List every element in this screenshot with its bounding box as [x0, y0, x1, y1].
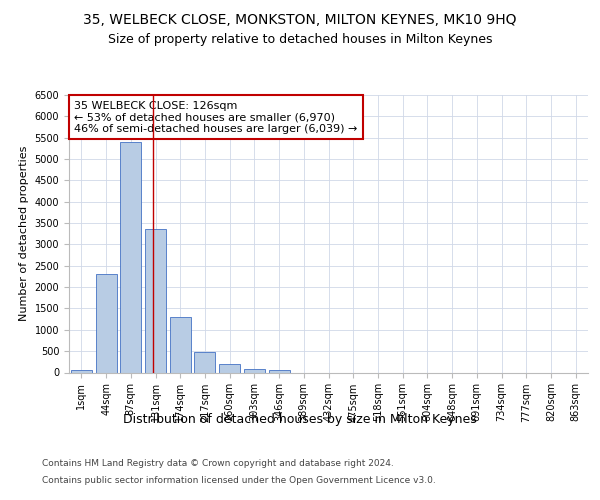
Bar — [244, 368, 265, 372]
Text: 35, WELBECK CLOSE, MONKSTON, MILTON KEYNES, MK10 9HQ: 35, WELBECK CLOSE, MONKSTON, MILTON KEYN… — [83, 12, 517, 26]
Text: 35 WELBECK CLOSE: 126sqm
← 53% of detached houses are smaller (6,970)
46% of sem: 35 WELBECK CLOSE: 126sqm ← 53% of detach… — [74, 100, 358, 134]
Bar — [219, 364, 240, 372]
Bar — [269, 370, 290, 372]
Text: Contains HM Land Registry data © Crown copyright and database right 2024.: Contains HM Land Registry data © Crown c… — [42, 458, 394, 468]
Bar — [170, 317, 191, 372]
Y-axis label: Number of detached properties: Number of detached properties — [19, 146, 29, 322]
Bar — [120, 142, 141, 372]
Text: Contains public sector information licensed under the Open Government Licence v3: Contains public sector information licen… — [42, 476, 436, 485]
Bar — [71, 370, 92, 372]
Bar — [95, 274, 116, 372]
Bar — [145, 228, 166, 372]
Text: Size of property relative to detached houses in Milton Keynes: Size of property relative to detached ho… — [108, 32, 492, 46]
Bar — [194, 352, 215, 372]
Text: Distribution of detached houses by size in Milton Keynes: Distribution of detached houses by size … — [123, 412, 477, 426]
